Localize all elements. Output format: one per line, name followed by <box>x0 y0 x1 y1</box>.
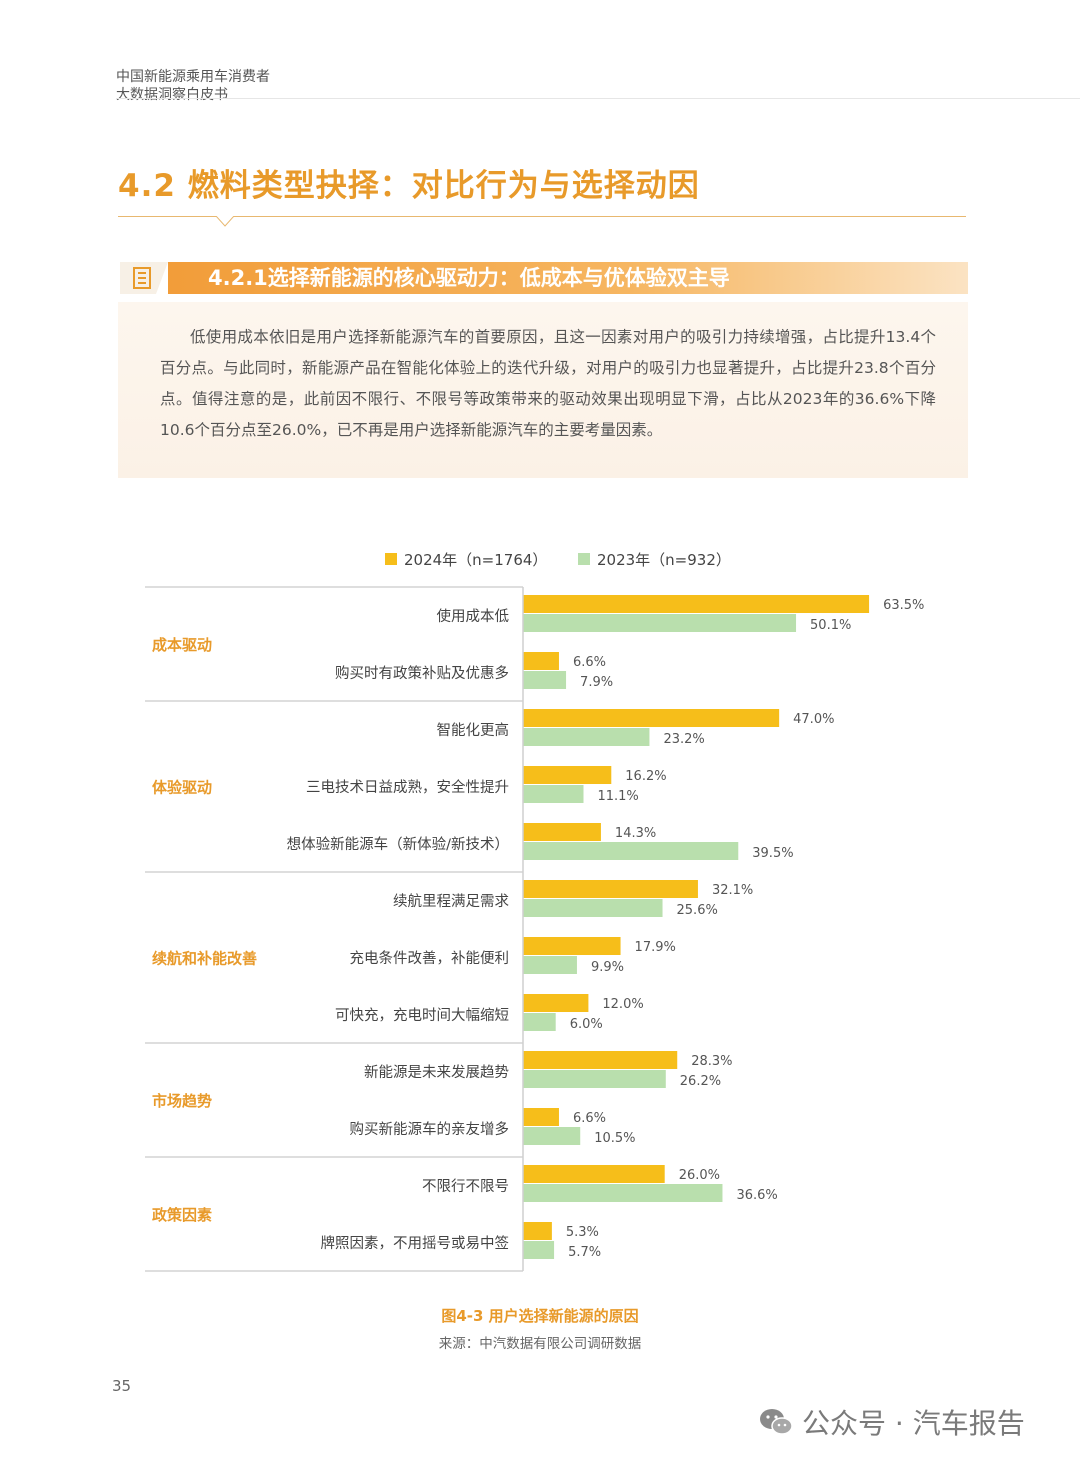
watermark-text: 公众号 · 汽车报告 <box>802 1407 1025 1440</box>
summary-box <box>118 302 968 478</box>
category-label: 智能化更高 <box>437 722 510 739</box>
bar-2023 <box>523 1013 556 1031</box>
data-label-2023: 5.7% <box>568 1245 601 1260</box>
subsection-bar <box>120 262 968 294</box>
category-label: 购买时有政策补贴及优惠多 <box>335 665 509 682</box>
section-rule <box>118 216 966 217</box>
data-label-2024: 5.3% <box>566 1225 599 1240</box>
data-label-2024: 32.1% <box>712 883 753 898</box>
category-label: 三电技术日益成熟，安全性提升 <box>306 778 509 796</box>
legend-swatch-2 <box>578 553 590 565</box>
data-label-2023: 36.6% <box>736 1188 777 1203</box>
page-number: 35 <box>112 1377 132 1395</box>
data-label-2024: 28.3% <box>691 1054 732 1069</box>
category-label: 使用成本低 <box>437 608 510 625</box>
data-label-2024: 6.6% <box>573 1111 606 1126</box>
legend-label-2: 2023年（n=932） <box>597 551 731 569</box>
data-label-2024: 17.9% <box>635 940 676 955</box>
bar-2023 <box>523 671 567 689</box>
data-label-2023: 23.2% <box>663 732 704 747</box>
header-line-2: 大数据洞察白皮书 <box>116 87 228 103</box>
bar-2023 <box>523 785 584 803</box>
bar-2023 <box>523 899 663 917</box>
legend-label-1: 2024年（n=1764） <box>404 551 547 569</box>
category-label: 充电条件改善，补能便利 <box>350 950 510 967</box>
data-label-2024: 6.6% <box>573 655 606 670</box>
category-label: 牌照因素，不用摇号或易中签 <box>321 1235 510 1252</box>
legend-swatch-1 <box>385 553 397 565</box>
bar-2024 <box>523 994 589 1012</box>
bar-2024 <box>523 595 870 613</box>
category-label: 购买新能源车的亲友增多 <box>350 1121 510 1138</box>
category-label: 可快充，充电时间大幅缩短 <box>335 1007 509 1024</box>
bar-2024 <box>523 709 780 727</box>
data-label-2024: 63.5% <box>883 598 924 613</box>
section-rule-notch <box>216 216 234 227</box>
data-label-2023: 7.9% <box>580 675 613 690</box>
reasons-bar-chart: 2024年（n=1764） 2023年（n=932） 使用成本低 63.5% 50.1%… <box>145 551 924 1272</box>
category-label: 想体验新能源车（新体验/新技术） <box>287 836 509 853</box>
data-label-2024: 12.0% <box>602 997 643 1012</box>
data-label-2024: 14.3% <box>615 826 656 841</box>
bar-2023 <box>523 842 739 860</box>
data-label-2024: 16.2% <box>625 769 666 784</box>
bar-2023 <box>523 1241 555 1259</box>
category-label: 续航里程满足需求 <box>393 893 509 910</box>
header-line-1: 中国新能源乘用车消费者 <box>116 69 270 85</box>
summary-paragraph: 低使用成本依旧是用户选择新能源汽车的首要原因，且这一因素对用户的吸引力持续增强，… <box>160 328 936 439</box>
bar-2023 <box>523 956 577 974</box>
wechat-icon <box>760 1409 793 1435</box>
bar-2023 <box>523 1127 581 1145</box>
group-label: 体验驱动 <box>152 779 212 797</box>
group-label: 政策因素 <box>152 1206 212 1224</box>
watermark: 公众号 · 汽车报告 <box>758 1402 1025 1442</box>
bar-2023 <box>523 1070 666 1088</box>
data-label-2023: 26.2% <box>680 1074 721 1089</box>
figure-source: 来源：中汽数据有限公司调研数据 <box>438 1336 642 1352</box>
bar-2024 <box>523 1051 678 1069</box>
header-divider <box>116 98 1080 99</box>
data-label-2023: 6.0% <box>570 1017 603 1032</box>
bar-2024 <box>523 1222 552 1240</box>
data-label-2023: 10.5% <box>594 1131 635 1146</box>
group-label: 续航和补能改善 <box>152 950 257 968</box>
document-icon <box>120 262 180 294</box>
category-label: 新能源是未来发展趋势 <box>364 1064 509 1081</box>
bar-2024 <box>523 937 621 955</box>
group-label: 成本驱动 <box>152 636 212 654</box>
bar-2024 <box>523 652 559 670</box>
bar-2024 <box>523 1165 665 1183</box>
document-header: 中国新能源乘用车消费者 大数据洞察白皮书 <box>116 68 270 104</box>
bar-2023 <box>523 1184 723 1202</box>
section-title: 4.2 燃料类型抉择：对比行为与选择动因 <box>118 168 700 204</box>
figure-caption: 图4-3 用户选择新能源的原因 <box>441 1307 639 1325</box>
data-label-2024: 47.0% <box>793 712 834 727</box>
group-label: 市场趋势 <box>152 1092 212 1110</box>
bar-2024 <box>523 823 601 841</box>
bar-2024 <box>523 880 698 898</box>
data-label-2023: 25.6% <box>677 903 718 918</box>
bar-2024 <box>523 1108 559 1126</box>
bar-2023 <box>523 614 797 632</box>
category-label: 不限行不限号 <box>422 1178 509 1195</box>
data-label-2023: 39.5% <box>752 846 793 861</box>
subsection-title: 4.2.1选择新能源的核心驱动力：低成本与优体验双主导 <box>208 266 730 290</box>
data-label-2023: 50.1% <box>810 618 851 633</box>
bar-2023 <box>523 728 650 746</box>
data-label-2024: 26.0% <box>679 1168 720 1183</box>
data-label-2023: 11.1% <box>597 789 638 804</box>
bar-2024 <box>523 766 612 784</box>
data-label-2023: 9.9% <box>591 960 624 975</box>
